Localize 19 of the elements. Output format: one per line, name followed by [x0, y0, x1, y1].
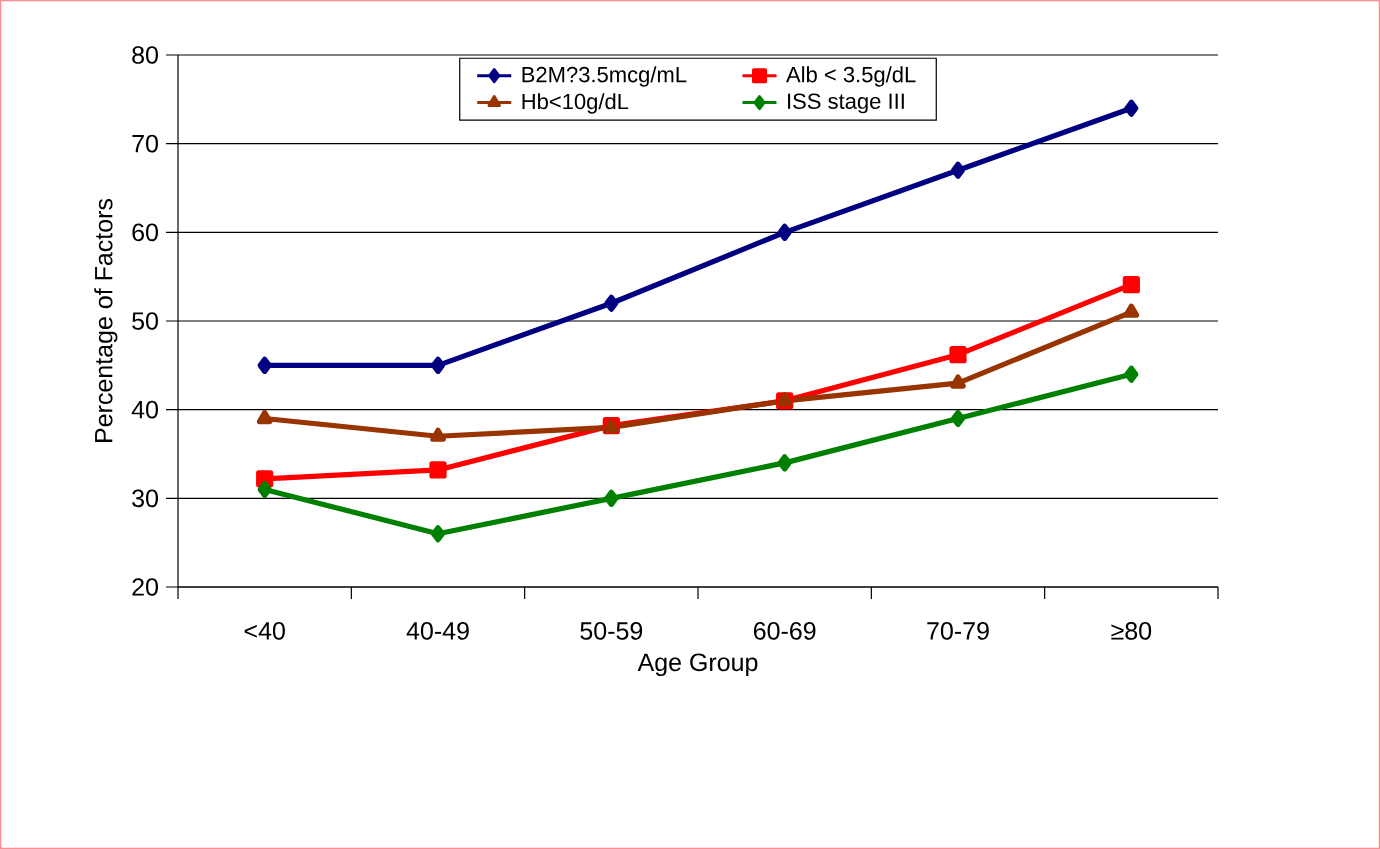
x-tick-label: ≥80	[1111, 622, 1152, 640]
legend-label: Hb<10g/dL	[522, 93, 629, 114]
y-tick-label: 20	[132, 578, 158, 596]
legend-label: B2M?3.5mcg/mL	[522, 66, 687, 87]
y-tick-label: 70	[132, 134, 158, 153]
x-tick-label: 50-59	[580, 622, 643, 640]
y-tick-label: 60	[132, 223, 158, 242]
x-tick-label: 70-79	[927, 622, 989, 640]
y-tick-label: 30	[132, 489, 158, 508]
legend-label: ISS stage III	[788, 93, 904, 114]
y-tick-label: 80	[132, 46, 158, 64]
x-tick-label: <40	[244, 622, 285, 640]
x-axis-title: Age Group	[637, 653, 758, 677]
legend-label: Alb < 3.5g/dL	[786, 66, 916, 87]
y-tick-label: 40	[131, 400, 158, 419]
y-axis-title: Percentage of Factors	[94, 198, 118, 442]
x-tick-label: 40-49	[406, 622, 469, 640]
x-tick-label: 60-69	[753, 622, 816, 640]
y-tick-label: 50	[132, 312, 158, 330]
